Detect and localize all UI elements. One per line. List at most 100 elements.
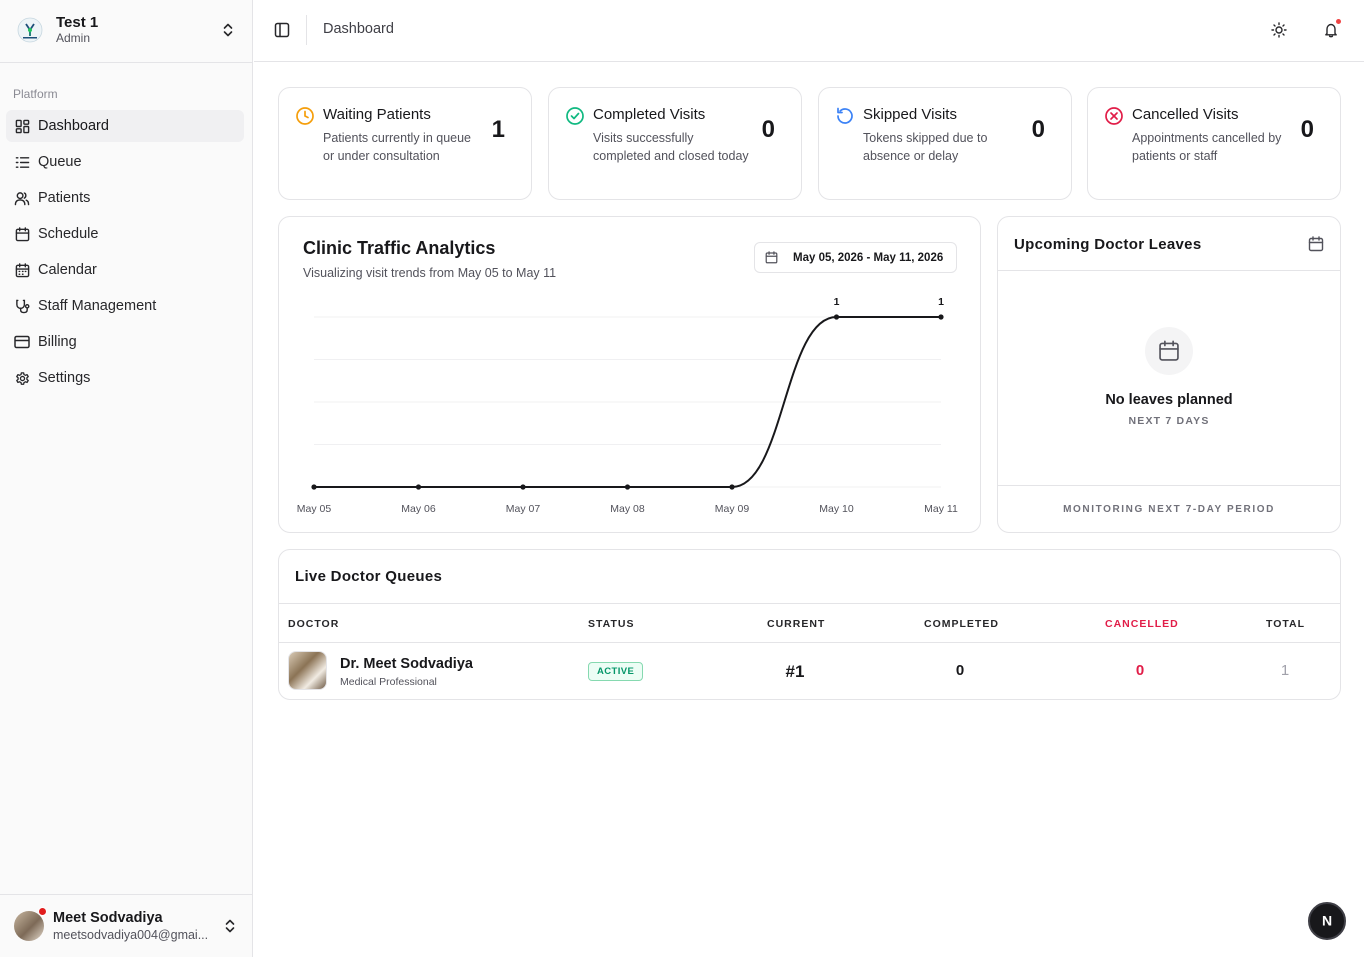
sidebar: Test 1 Admin Platform Dashboard Queue Pa… bbox=[0, 0, 253, 957]
live-doctor-queues-card: Live Doctor Queues DOCTOR STATUS CURRENT… bbox=[278, 549, 1341, 700]
sidebar-toggle-button[interactable] bbox=[270, 18, 294, 42]
stat-value: 1 bbox=[491, 116, 505, 143]
org-switcher[interactable]: Test 1 Admin bbox=[8, 8, 244, 52]
stat-description: Appointments cancelled by patients or st… bbox=[1132, 131, 1282, 163]
stat-card-cancelled: Cancelled Visits Appointments cancelled … bbox=[1087, 87, 1341, 200]
stat-title: Cancelled Visits bbox=[1132, 106, 1239, 123]
stat-title: Completed Visits bbox=[593, 106, 706, 123]
user-name: Meet Sodvadiya bbox=[53, 909, 163, 926]
date-range-label: May 05, 2026 - May 11, 2026 bbox=[793, 251, 944, 264]
sidebar-item-label: Settings bbox=[38, 370, 91, 386]
chart-point bbox=[938, 314, 944, 320]
doctor-avatar bbox=[288, 651, 327, 690]
sidebar-item-dashboard[interactable]: Dashboard bbox=[6, 110, 244, 142]
n-logo-icon: N bbox=[1322, 913, 1332, 929]
chart-subtitle: Visualizing visit trends from May 05 to … bbox=[303, 266, 557, 280]
table-header: DOCTOR STATUS CURRENT COMPLETED CANCELLE… bbox=[279, 603, 1340, 643]
header-divider bbox=[306, 15, 307, 45]
card-divider bbox=[998, 270, 1340, 271]
date-range-picker[interactable]: May 05, 2026 - May 11, 2026 bbox=[754, 242, 957, 273]
sun-icon bbox=[1271, 22, 1287, 38]
notification-badge bbox=[1336, 19, 1341, 24]
sidebar-item-label: Schedule bbox=[38, 226, 99, 242]
sidebar-item-label: Staff Management bbox=[38, 298, 157, 314]
nav-group-label: Platform bbox=[13, 87, 58, 101]
sidebar-item-calendar[interactable]: Calendar bbox=[6, 254, 244, 286]
sidebar-item-billing[interactable]: Billing bbox=[6, 326, 244, 358]
avatar bbox=[14, 907, 47, 941]
sidebar-item-settings[interactable]: Settings bbox=[6, 362, 244, 394]
user-text: Meet Sodvadiya meetsodvadiya004@gmai... bbox=[53, 910, 222, 943]
traffic-line-chart: May 05 May 06 May 07 May 08 May 09 May 10 1 May… bbox=[297, 296, 958, 515]
data-label: 1 bbox=[938, 296, 944, 308]
list-icon bbox=[14, 154, 30, 170]
user-email: meetsodvadiya004@gmai... bbox=[53, 927, 209, 942]
panel-left-icon bbox=[274, 22, 290, 38]
current-token: #1 bbox=[785, 662, 805, 681]
chart-point bbox=[833, 314, 840, 320]
org-name: Test 1 bbox=[56, 14, 99, 31]
table-row[interactable]: Dr. Meet Sodvadiya Medical Professional … bbox=[279, 643, 1340, 699]
sidebar-item-queue[interactable]: Queue bbox=[6, 146, 244, 178]
chart-point bbox=[729, 484, 735, 490]
sidebar-item-staff-management[interactable]: Staff Management bbox=[6, 290, 244, 322]
empty-state-title: No leaves planned bbox=[1105, 392, 1233, 408]
check-circle-icon bbox=[565, 106, 585, 126]
column-header-total: TOTAL bbox=[1266, 618, 1306, 630]
card-divider bbox=[998, 485, 1340, 486]
column-header-current: CURRENT bbox=[767, 618, 826, 630]
empty-state-subtitle: NEXT 7 DAYS bbox=[1128, 415, 1210, 427]
doctor-name: Dr. Meet Sodvadiya bbox=[340, 656, 473, 672]
x-tick-label: May 10 bbox=[819, 503, 854, 515]
column-header-completed: COMPLETED bbox=[924, 618, 999, 630]
leaves-footer: MONITORING NEXT 7-DAY PERIOD bbox=[1063, 504, 1275, 515]
stat-title: Skipped Visits bbox=[863, 106, 957, 123]
sidebar-item-label: Dashboard bbox=[38, 118, 109, 134]
bell-icon bbox=[1325, 23, 1337, 38]
org-text: Test 1 Admin bbox=[56, 14, 220, 46]
rotate-ccw-icon bbox=[835, 106, 855, 126]
status-dot bbox=[38, 907, 47, 916]
chart-title: Clinic Traffic Analytics bbox=[303, 238, 496, 258]
theme-toggle-button[interactable] bbox=[1267, 18, 1291, 42]
org-role: Admin bbox=[56, 31, 91, 45]
chevrons-up-down-icon bbox=[220, 22, 236, 38]
user-menu[interactable]: Meet Sodvadiya meetsodvadiya004@gmai... bbox=[8, 902, 244, 950]
column-header-doctor: DOCTOR bbox=[288, 618, 340, 630]
queues-title: Live Doctor Queues bbox=[295, 568, 443, 585]
sidebar-divider bbox=[0, 894, 253, 895]
completed-count: 0 bbox=[955, 662, 965, 679]
x-tick-label: May 08 bbox=[610, 503, 645, 515]
stethoscope-icon bbox=[14, 298, 30, 314]
chart-point bbox=[415, 484, 422, 490]
status-badge: ACTIVE bbox=[588, 662, 644, 681]
clock-icon bbox=[295, 106, 315, 126]
total-count: 1 bbox=[1280, 662, 1290, 679]
stat-title: Waiting Patients bbox=[323, 106, 431, 123]
stat-description: Tokens skipped due to absence or delay bbox=[863, 131, 988, 163]
traffic-analytics-card: Clinic Traffic Analytics Visualizing vis… bbox=[278, 216, 981, 533]
notifications-button[interactable] bbox=[1319, 18, 1343, 42]
cancelled-count: 0 bbox=[1135, 662, 1145, 679]
stat-card-completed: Completed Visits Visits successfully com… bbox=[548, 87, 802, 200]
stat-description: Visits successfully completed and closed… bbox=[593, 131, 749, 163]
column-header-status: STATUS bbox=[588, 618, 635, 630]
calendar-icon bbox=[765, 251, 779, 265]
stat-value: 0 bbox=[1031, 116, 1045, 143]
calendar-icon bbox=[1159, 340, 1179, 361]
sidebar-item-label: Calendar bbox=[38, 262, 97, 278]
chevrons-up-down-icon bbox=[222, 918, 238, 934]
x-tick-label: May 11 bbox=[924, 503, 958, 515]
sidebar-item-schedule[interactable]: Schedule bbox=[6, 218, 244, 250]
x-tick-label: May 07 bbox=[506, 503, 541, 515]
leaves-title: Upcoming Doctor Leaves bbox=[1014, 236, 1202, 253]
sidebar-item-patients[interactable]: Patients bbox=[6, 182, 244, 214]
sidebar-item-label: Billing bbox=[38, 334, 77, 350]
calendar-icon[interactable] bbox=[1308, 236, 1324, 252]
credit-card-icon bbox=[14, 334, 30, 350]
data-label: 1 bbox=[834, 296, 840, 308]
chart-point bbox=[311, 484, 317, 490]
stat-value: 0 bbox=[1300, 116, 1314, 143]
x-tick-label: May 09 bbox=[715, 503, 750, 515]
dev-tools-button[interactable]: N bbox=[1308, 902, 1346, 940]
